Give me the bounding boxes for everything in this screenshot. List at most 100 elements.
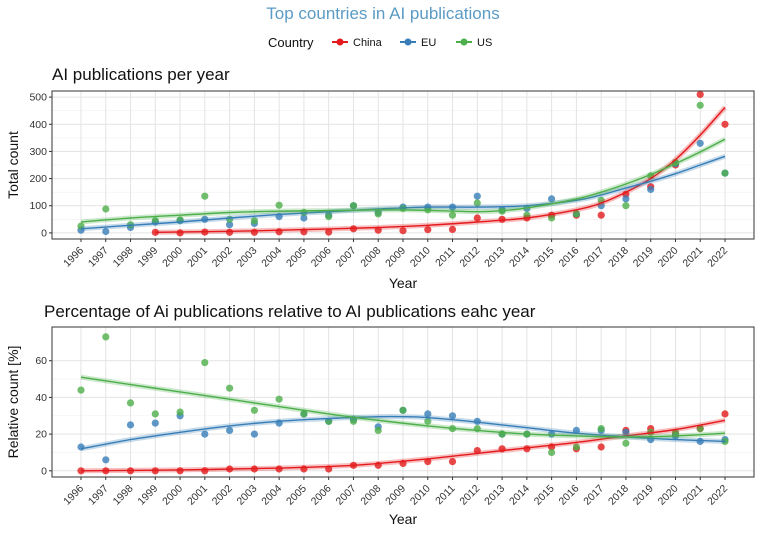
data-point-us [548, 214, 556, 222]
x-tick-label: 1999 [135, 245, 160, 270]
trend-line-eu [80, 415, 726, 450]
x-tick-label: 2018 [606, 483, 631, 508]
legend-key-point-china [336, 38, 344, 46]
data-point-eu [622, 195, 630, 203]
data-point-us [399, 406, 407, 414]
y-tick-label: 20 [35, 429, 47, 441]
data-point-eu [647, 185, 655, 193]
data-point-us [424, 417, 432, 425]
x-tick-label: 2008 [358, 483, 383, 508]
y-tick-label: 300 [29, 146, 47, 158]
data-point-us [622, 439, 630, 447]
x-tick-label: 2009 [383, 245, 408, 270]
x-tick-label: 1996 [61, 245, 86, 270]
x-tick-label: 2002 [210, 483, 235, 508]
x-tick-label: 2002 [210, 245, 235, 270]
x-tick-label: 2019 [631, 483, 656, 508]
data-point-eu [473, 192, 481, 200]
x-tick-label: 2022 [705, 483, 730, 508]
x-tick-label: 1998 [111, 483, 136, 508]
x-tick-label: 2007 [334, 245, 359, 270]
x-tick-label: 2007 [334, 483, 359, 508]
data-point-china [399, 227, 407, 235]
data-point-us [126, 399, 135, 407]
data-point-us [671, 428, 680, 436]
x-tick-label: 2004 [259, 245, 284, 270]
trend-line-us [80, 376, 726, 438]
data-point-eu [226, 426, 234, 434]
data-point-eu [201, 430, 209, 438]
data-point-eu [548, 195, 556, 203]
x-axis-title: Year [389, 275, 418, 291]
data-point-china [275, 465, 283, 473]
data-point-china [597, 211, 605, 219]
x-tick-label: 2015 [532, 483, 557, 508]
data-point-eu [448, 412, 457, 420]
x-tick-label: 2017 [581, 483, 606, 508]
trend-line-eu [80, 155, 726, 230]
x-tick-label: 2020 [656, 483, 681, 508]
x-tick-label: 2016 [557, 245, 582, 270]
x-tick-label: 2008 [358, 245, 383, 270]
data-point-china [226, 228, 234, 236]
x-tick-label: 2017 [581, 245, 606, 270]
legend: Country China EU US [268, 35, 492, 50]
x-tick-label: 2020 [656, 245, 681, 270]
data-point-us [349, 202, 358, 210]
data-point-us [300, 410, 308, 418]
legend-key-point-us [460, 38, 468, 46]
x-tick-label: 2014 [507, 483, 532, 508]
data-point-china [721, 120, 729, 128]
data-point-china [424, 226, 432, 234]
data-point-eu [250, 430, 258, 438]
data-point-eu [151, 419, 159, 427]
data-point-china [176, 467, 184, 475]
data-point-us [696, 425, 704, 433]
x-tick-label: 1997 [86, 245, 111, 270]
x-tick-label: 2015 [532, 245, 557, 270]
x-tick-label: 2018 [606, 245, 631, 270]
y-tick-label: 100 [29, 200, 47, 212]
data-point-us [696, 101, 704, 109]
data-point-china [151, 228, 159, 236]
x-tick-label: 2012 [457, 245, 482, 270]
x-tick-label: 2019 [631, 245, 656, 270]
data-point-us [597, 425, 605, 433]
x-tick-label: 2000 [160, 245, 185, 270]
data-point-us [572, 443, 581, 451]
data-point-us [473, 199, 481, 207]
data-point-china [176, 229, 184, 237]
x-axis-title: Year [389, 511, 418, 527]
x-tick-label: 2006 [309, 483, 334, 508]
x-tick-label: 2021 [680, 245, 705, 270]
x-tick-label: 1997 [86, 483, 111, 508]
data-point-china [424, 458, 432, 466]
legend-title: Country [268, 35, 314, 50]
data-point-us [349, 417, 358, 425]
data-point-us [325, 417, 333, 425]
panel-title: AI publications per year [52, 65, 230, 84]
x-tick-label: 2001 [185, 245, 210, 270]
legend-key-point-eu [404, 38, 412, 46]
data-point-china [696, 90, 704, 98]
panel-title: Percentage of Ai publications relative t… [44, 302, 536, 321]
x-tick-label: 2006 [309, 245, 334, 270]
trend-line-us [80, 138, 726, 223]
legend-label-china: China [353, 37, 383, 49]
data-point-us [572, 210, 581, 218]
y-tick-label: 400 [29, 119, 47, 131]
data-point-china [448, 225, 457, 233]
x-tick-label: 2003 [234, 483, 259, 508]
x-tick-label: 1999 [135, 483, 160, 508]
x-tick-label: 2021 [680, 483, 705, 508]
data-point-us [201, 359, 209, 367]
y-tick-label: 0 [41, 227, 47, 239]
x-tick-label: 2010 [408, 483, 433, 508]
data-point-eu [102, 227, 110, 236]
x-tick-label: 2000 [160, 483, 185, 508]
data-point-eu [201, 215, 209, 223]
legend-label-eu: EU [421, 37, 436, 49]
y-tick-label: 200 [29, 173, 47, 185]
data-point-us [102, 205, 110, 213]
